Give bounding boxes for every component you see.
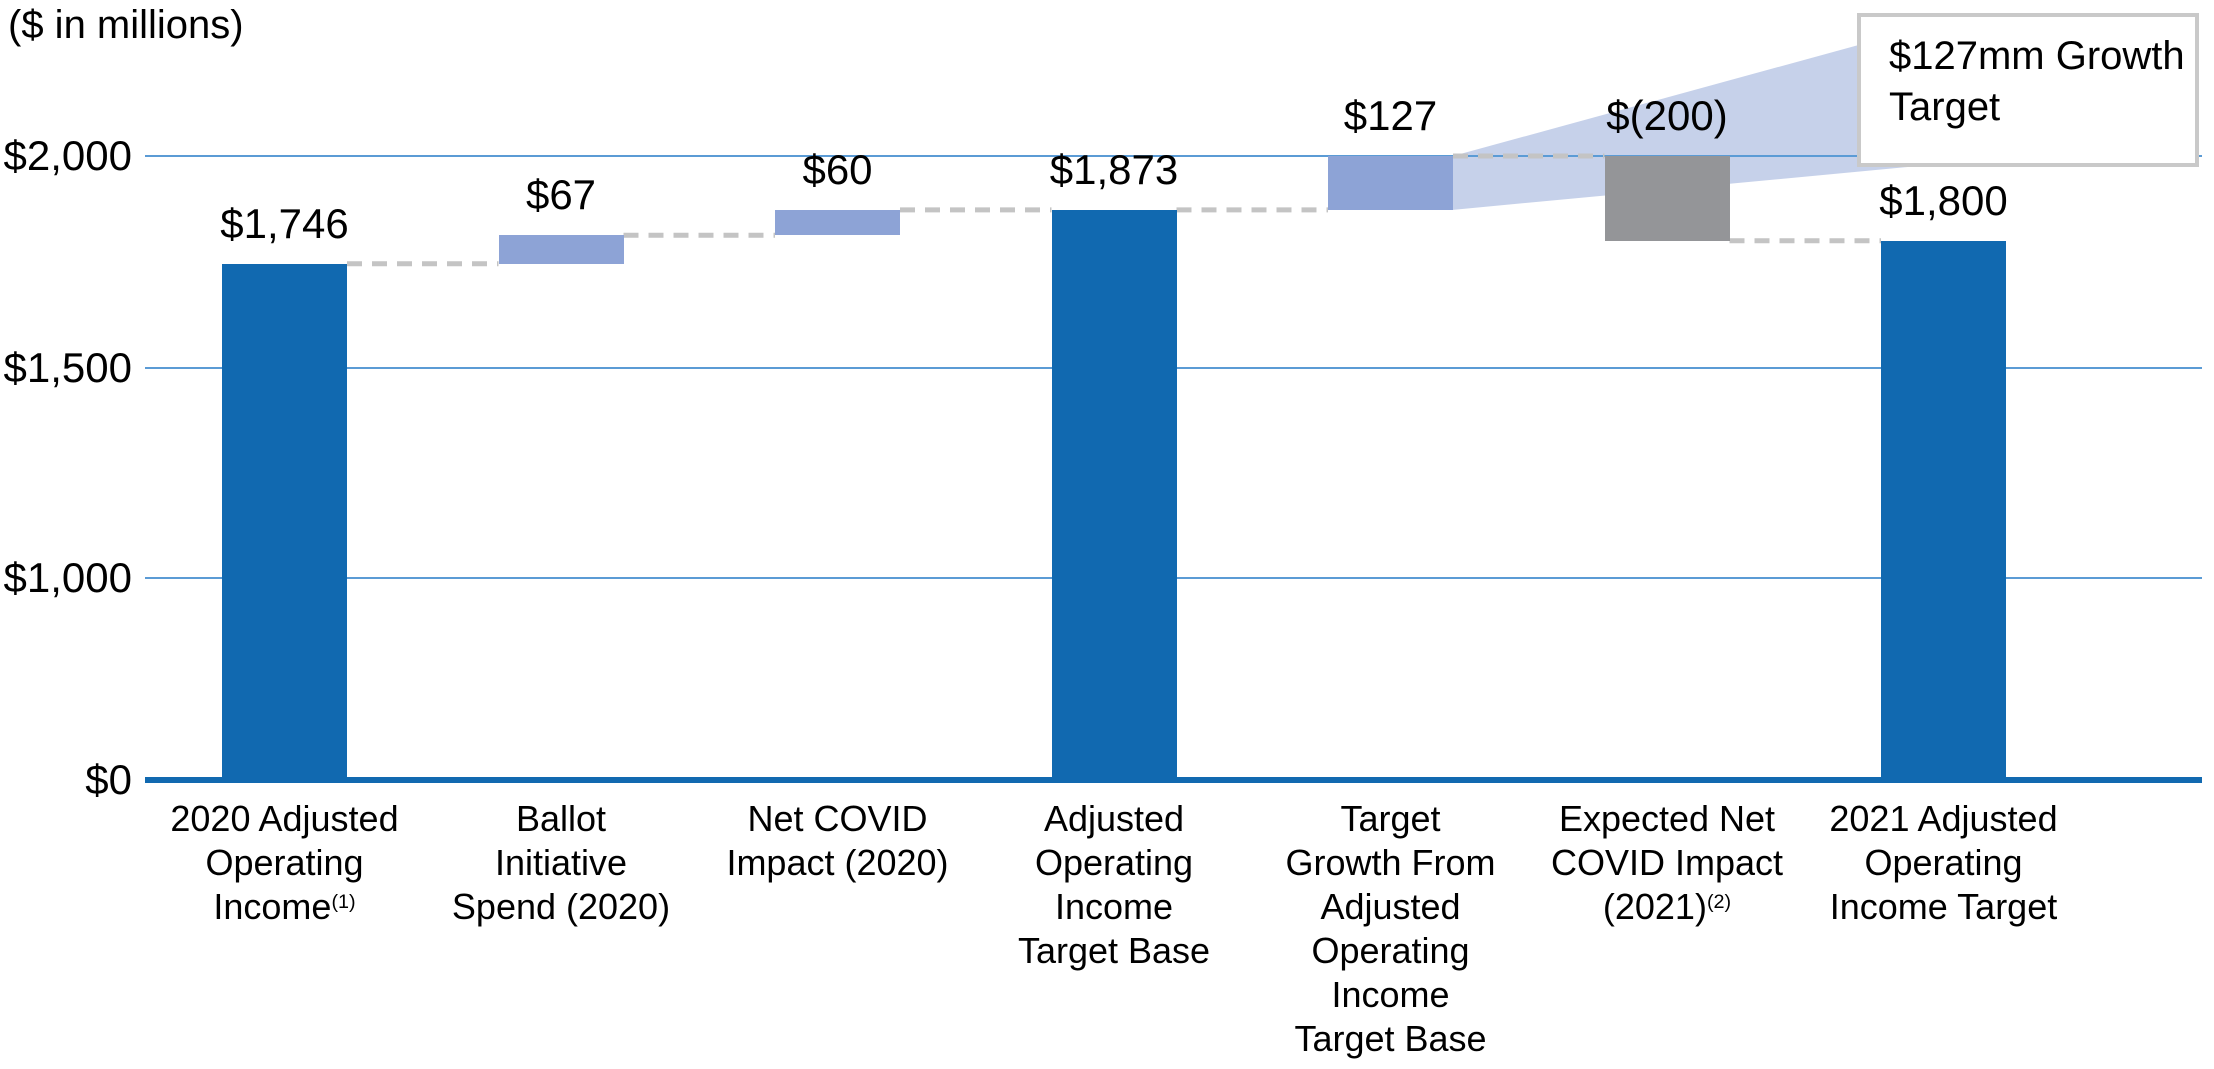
x-axis-category-label-line: (2021)(2) [1602,886,1732,927]
x-axis-category-label-line: Spend (2020) [451,886,671,927]
x-axis-category-label: Adjusted Operating Income Target Base [964,797,1264,973]
bar-increase [775,209,900,236]
bar-value-label: $1,746 [220,199,349,247]
bar-total [222,263,347,780]
x-axis-category-label-line: 2021 Adjusted [1829,798,2058,839]
bar-value-label: $1,800 [1879,176,2008,224]
bar-value-label: $1,873 [1049,145,1179,193]
x-axis-category-label-line: COVID Impact [1550,842,1784,883]
y-axis-tick-label: $1,500 [3,344,132,391]
bar-value-label: $67 [525,171,597,219]
x-axis-category-label-line: Impact (2020) [726,842,949,883]
bar-decrease [1604,156,1730,241]
x-axis-category-label-line: 2020 Adjusted [170,798,399,839]
bar-increase [1328,156,1453,210]
x-axis-category-label-line: Expected Net [1558,798,1776,839]
bar-total [1881,240,2006,780]
growth-target-beam [1453,20,1950,210]
x-axis-category-label-line: Growth From [1285,842,1496,883]
growth-target-callout-line2: Target [1889,85,2001,129]
x-axis-category-label-line: Target Base [1017,930,1211,971]
x-axis-category-label-line: Income [1054,886,1174,927]
x-axis-category-label-line: Target [1340,798,1441,839]
x-axis-category-label: 2021 Adjusted Operating Income Target [1794,797,2094,929]
x-axis-category-label-line: Target Base [1294,1018,1487,1059]
x-axis-category-label: Target Growth From Adjusted Operating Income… [1241,797,1541,1061]
growth-target-callout-line1: $127mm Growth [1889,34,2185,78]
bar-value-label: $(200) [1606,92,1728,139]
y-axis-tick-label: $1,000 [3,554,132,601]
x-axis-category-label-line: Income Target [1829,886,2058,927]
bar-value-label: $60 [802,145,873,193]
x-axis-category-label-line: Initiative [494,842,628,883]
bar-value-label: $127 [1343,92,1438,139]
x-axis-category-label-line: Net COVID [747,798,928,839]
x-axis-category-label-line: Operating [1311,930,1470,971]
x-axis-category-label: Ballot Initiative Spend (2020) [411,797,711,929]
x-axis-category-label-line: Adjusted [1043,798,1185,839]
x-axis-category-label: 2020 Adjusted Operating Income(1) [135,797,435,935]
y-axis-tick-label: $0 [85,756,132,803]
growth-target-callout: $127mm Growth Target [1857,13,2199,167]
x-axis-category-label-line: Operating [1864,842,2023,883]
x-axis-category-label-line: Adjusted [1320,886,1461,927]
y-axis-tick-label: $2,000 [3,132,132,179]
x-axis-category-label-line: Income(1) [213,886,356,927]
axis-unit-label: ($ in millions) [8,3,244,47]
x-axis-category-label-line: Operating [1034,842,1194,883]
bar-increase [498,235,624,264]
x-axis-category-label: Net COVID Impact (2020) [688,797,988,885]
footnote-marker: (1) [331,891,356,914]
x-axis-category-label-line: Income [1331,974,1450,1015]
bar-total [1051,209,1177,780]
x-axis-category-label-line: Operating [205,842,364,883]
footnote-marker: (2) [1706,891,1732,914]
x-axis-category-label: Expected Net COVID Impact (2021)(2) [1517,797,1817,935]
x-axis-category-label-line: Ballot [515,798,607,839]
